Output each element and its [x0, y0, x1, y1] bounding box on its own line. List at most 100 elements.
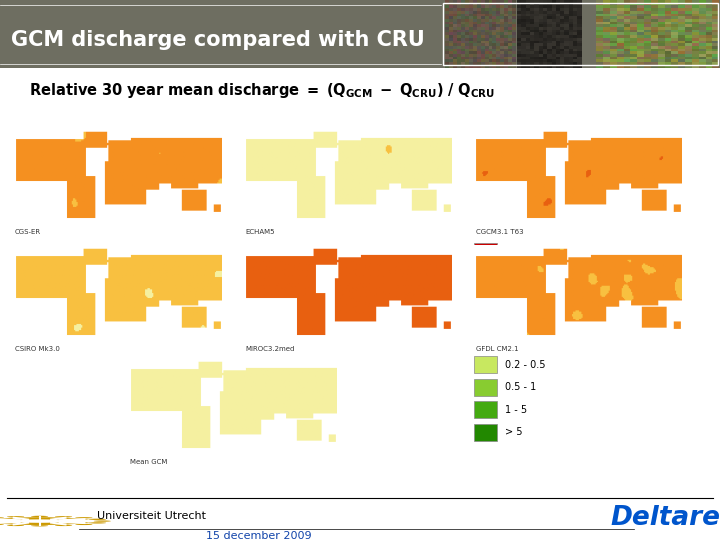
Bar [573, 5, 577, 8]
Bar [624, 38, 631, 40]
Bar [456, 19, 461, 22]
Bar [596, 32, 603, 35]
Text: GFDL CM2.1: GFDL CM2.1 [476, 346, 518, 352]
Bar [492, 40, 496, 43]
Bar [596, 57, 603, 59]
Bar [552, 22, 556, 24]
Bar [534, 27, 539, 30]
Bar [517, 0, 521, 3]
Bar [445, 16, 449, 19]
Bar [678, 11, 685, 14]
Bar [500, 65, 504, 68]
Bar [517, 65, 521, 68]
Bar [508, 65, 513, 68]
Bar [671, 46, 678, 49]
Circle shape [0, 517, 4, 518]
Bar [685, 19, 692, 22]
Bar [685, 49, 692, 51]
Bar [685, 40, 692, 43]
Bar [456, 54, 461, 57]
Bar [577, 35, 582, 38]
Bar [539, 51, 543, 54]
Bar [508, 22, 513, 24]
Bar [560, 11, 564, 14]
Circle shape [17, 519, 63, 523]
Bar [530, 40, 534, 43]
Bar [671, 27, 678, 30]
Bar [698, 38, 706, 40]
Bar [678, 49, 685, 51]
Bar [497, 30, 500, 32]
Bar [577, 3, 582, 5]
Bar [456, 11, 461, 14]
Bar [637, 8, 644, 11]
Bar [473, 5, 477, 8]
Bar [530, 0, 534, 3]
Bar [692, 40, 698, 43]
Bar [698, 27, 706, 30]
Bar [521, 59, 526, 62]
Bar [603, 46, 610, 49]
Bar [651, 54, 657, 57]
Bar [624, 62, 631, 65]
Bar [685, 59, 692, 62]
Bar [573, 38, 577, 40]
Bar [610, 16, 616, 19]
Bar [651, 46, 657, 49]
Bar [449, 49, 453, 51]
Bar [534, 14, 539, 16]
Bar [698, 62, 706, 65]
Bar [488, 16, 492, 19]
Bar [603, 5, 610, 8]
Bar [543, 30, 547, 32]
Bar [473, 22, 477, 24]
Bar [504, 0, 508, 3]
Bar [651, 11, 657, 14]
Bar [469, 46, 473, 49]
Bar [678, 38, 685, 40]
Bar [497, 0, 500, 3]
Bar [453, 65, 456, 68]
Bar [513, 19, 516, 22]
Bar [461, 24, 465, 27]
Bar [465, 38, 469, 40]
Bar [449, 51, 453, 54]
Bar [488, 62, 492, 65]
Bar [485, 51, 489, 54]
Bar [526, 51, 530, 54]
Bar [539, 14, 543, 16]
Bar [685, 65, 692, 68]
Bar [569, 59, 573, 62]
Bar [497, 38, 500, 40]
Bar [477, 19, 481, 22]
Bar [469, 0, 473, 3]
Bar [530, 16, 534, 19]
Bar [492, 0, 496, 3]
Bar [577, 14, 582, 16]
Bar [534, 11, 539, 14]
Bar [474, 288, 497, 305]
Bar [497, 32, 500, 35]
Bar [577, 38, 582, 40]
Bar [488, 19, 492, 22]
Bar [552, 46, 556, 49]
Bar [616, 40, 624, 43]
Bar [577, 59, 582, 62]
Bar [596, 59, 603, 62]
Bar [504, 54, 508, 57]
Bar [461, 38, 465, 40]
Bar [651, 14, 657, 16]
Bar [665, 19, 671, 22]
Bar [534, 51, 539, 54]
Bar [492, 35, 496, 38]
Bar [712, 14, 719, 16]
Bar [698, 43, 706, 46]
Bar [469, 5, 473, 8]
Bar [504, 32, 508, 35]
Bar [671, 5, 678, 8]
Bar [671, 35, 678, 38]
Bar [547, 62, 552, 65]
Bar [474, 379, 497, 396]
Bar [651, 3, 657, 5]
Bar [543, 35, 547, 38]
